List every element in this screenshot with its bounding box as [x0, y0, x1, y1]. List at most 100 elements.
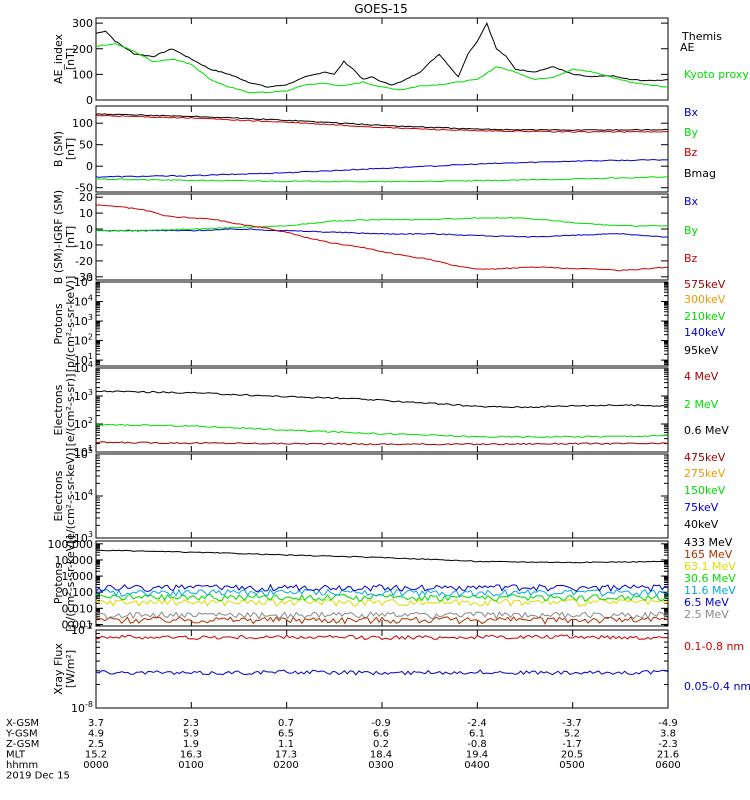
footer-value: 19.4 [466, 750, 488, 761]
series-line-1-2 [95, 114, 669, 133]
footer-value: -2.3 [658, 739, 678, 750]
footer-value: 0100 [178, 760, 203, 771]
footer-value: 6.5 [278, 729, 294, 740]
footer-value: 16.3 [180, 750, 202, 761]
legend-entry: 300keV [684, 293, 726, 306]
legend-entry: Bmag [684, 167, 716, 180]
legend-entry: Bx [684, 106, 699, 119]
legend-entry: 4 MeV [684, 370, 719, 383]
footer-value: -2.4 [467, 718, 487, 729]
panel-6: 0.001 0.010 0.100 1.000 10.000 100.000 Protons… [48, 535, 737, 632]
legend-entry: 140keV [684, 326, 726, 339]
y-tick-label: 20 [79, 191, 93, 204]
y-axis-label: [e/(cm²-s-sr-keV)] [64, 448, 77, 544]
legend-entry: Kyoto proxy AE [684, 68, 750, 81]
legend-entry: Bz [684, 146, 698, 159]
legend-entry: 75keV [684, 501, 719, 514]
footer-row-label: MLT [6, 750, 26, 761]
panel-frame [95, 193, 669, 281]
y-tick-label: -20 [75, 255, 93, 268]
panel-2: -30 -20 -10 0 10 20 B (SM)-IGRF (SM) [nT] Bx By Bz [52, 190, 699, 284]
footer-value: 6.1 [469, 729, 485, 740]
footer-value: 0500 [559, 760, 584, 771]
footer-value: 6.6 [373, 729, 389, 740]
y-tick-label: 0.010 [62, 602, 94, 615]
footer-value: 18.4 [370, 750, 392, 761]
footer-value: 0.7 [278, 718, 294, 729]
y-tick-label: 10 [79, 207, 93, 220]
figure-title: GOES-15 [354, 2, 408, 16]
series-line-2-1 [95, 216, 669, 232]
series-line-4-0 [95, 441, 669, 446]
footer-value: 0200 [273, 760, 298, 771]
y-axis-label: B (SM) [52, 131, 65, 167]
footer-value: 1.1 [278, 739, 294, 750]
y-tick-label: -10 [75, 239, 93, 252]
panel-7: 10-8 10-7 Xray Flux [W/m²] 0.1-0.8 nm 0.05-0.… [52, 622, 750, 715]
footer-value: 17.3 [275, 750, 297, 761]
y-tick-label: 200 [72, 43, 93, 56]
y-tick-label: 100 [72, 68, 93, 81]
y-axis-label: Protons [52, 563, 65, 604]
panel-frame [95, 367, 669, 453]
legend-entry: 210keV [684, 310, 726, 323]
footer-value: 4.9 [88, 729, 104, 740]
legend-entry: 6.5 MeV [684, 596, 729, 609]
footer-value: 2.5 [88, 739, 104, 750]
footer-value: 0400 [464, 760, 489, 771]
y-tick-label: 100.000 [48, 538, 94, 551]
footer-value: 0600 [655, 760, 680, 771]
legend-entry: 30.6 MeV [684, 572, 736, 585]
legend-entry: 2.5 MeV [684, 608, 729, 621]
legend-entry: 0.6 MeV [684, 424, 729, 437]
footer-value: 1.9 [183, 739, 199, 750]
series-line-2-2 [95, 204, 669, 272]
y-axis-label: [W/m²] [64, 650, 77, 688]
panel-frame [95, 629, 669, 709]
y-tick-label: 0.001 [62, 618, 94, 631]
y-tick-label: -30 [75, 271, 93, 284]
legend-entry: 475keV [684, 451, 726, 464]
legend-entry: Themis AE [680, 30, 722, 54]
series-line-6-4 [95, 588, 669, 598]
legend-entry: 575keV [684, 278, 726, 291]
series-line-2-0 [95, 228, 668, 238]
legend-entry: 165 MeV [684, 548, 733, 561]
series-line-4-1 [96, 423, 669, 439]
y-axis-label: [nT] [64, 48, 77, 70]
series-line-6-2 [95, 598, 669, 607]
legend-entry: 40keV [684, 518, 719, 531]
panel-frame [95, 281, 669, 367]
y-tick-label: 10.000 [55, 554, 94, 567]
y-tick-label: 100 [72, 117, 93, 130]
series-line-6-5 [95, 583, 669, 593]
y-axis-label: [e/(cm²-s-sr)] [64, 374, 77, 447]
footer-value: 3.8 [660, 729, 676, 740]
footer-value: -3.7 [562, 718, 582, 729]
y-tick-label: 50 [79, 139, 93, 152]
y-axis-label: B (SM)-IGRF (SM) [52, 190, 65, 284]
footer-value: -1.7 [562, 739, 582, 750]
series-line-4-2 [95, 390, 669, 409]
series-line-7-1 [95, 669, 669, 676]
y-axis-label: [nT] [64, 138, 77, 160]
y-tick-label: 10-7 [71, 622, 93, 637]
legend-entry: 433 MeV [684, 536, 733, 549]
footer-date: 2019 Dec 15 [6, 771, 70, 782]
series-line-6-6 [95, 611, 669, 620]
panel-0: 0 100 200 300 AE_index [nT] Themis AE Kyoto prox… [52, 17, 750, 107]
panel-frame [95, 105, 669, 193]
series-line-1-1 [95, 176, 668, 183]
legend-entry: 275keV [684, 467, 726, 480]
legend-entry: 150keV [684, 484, 726, 497]
footer-value: 21.6 [657, 750, 679, 761]
y-axis-label: [nT] [64, 226, 77, 248]
y-axis-label: Xray Flux [52, 643, 65, 695]
y-tick-label: 104 [74, 360, 93, 375]
series-line-1-3 [95, 113, 669, 131]
footer-value: 3.7 [88, 718, 104, 729]
